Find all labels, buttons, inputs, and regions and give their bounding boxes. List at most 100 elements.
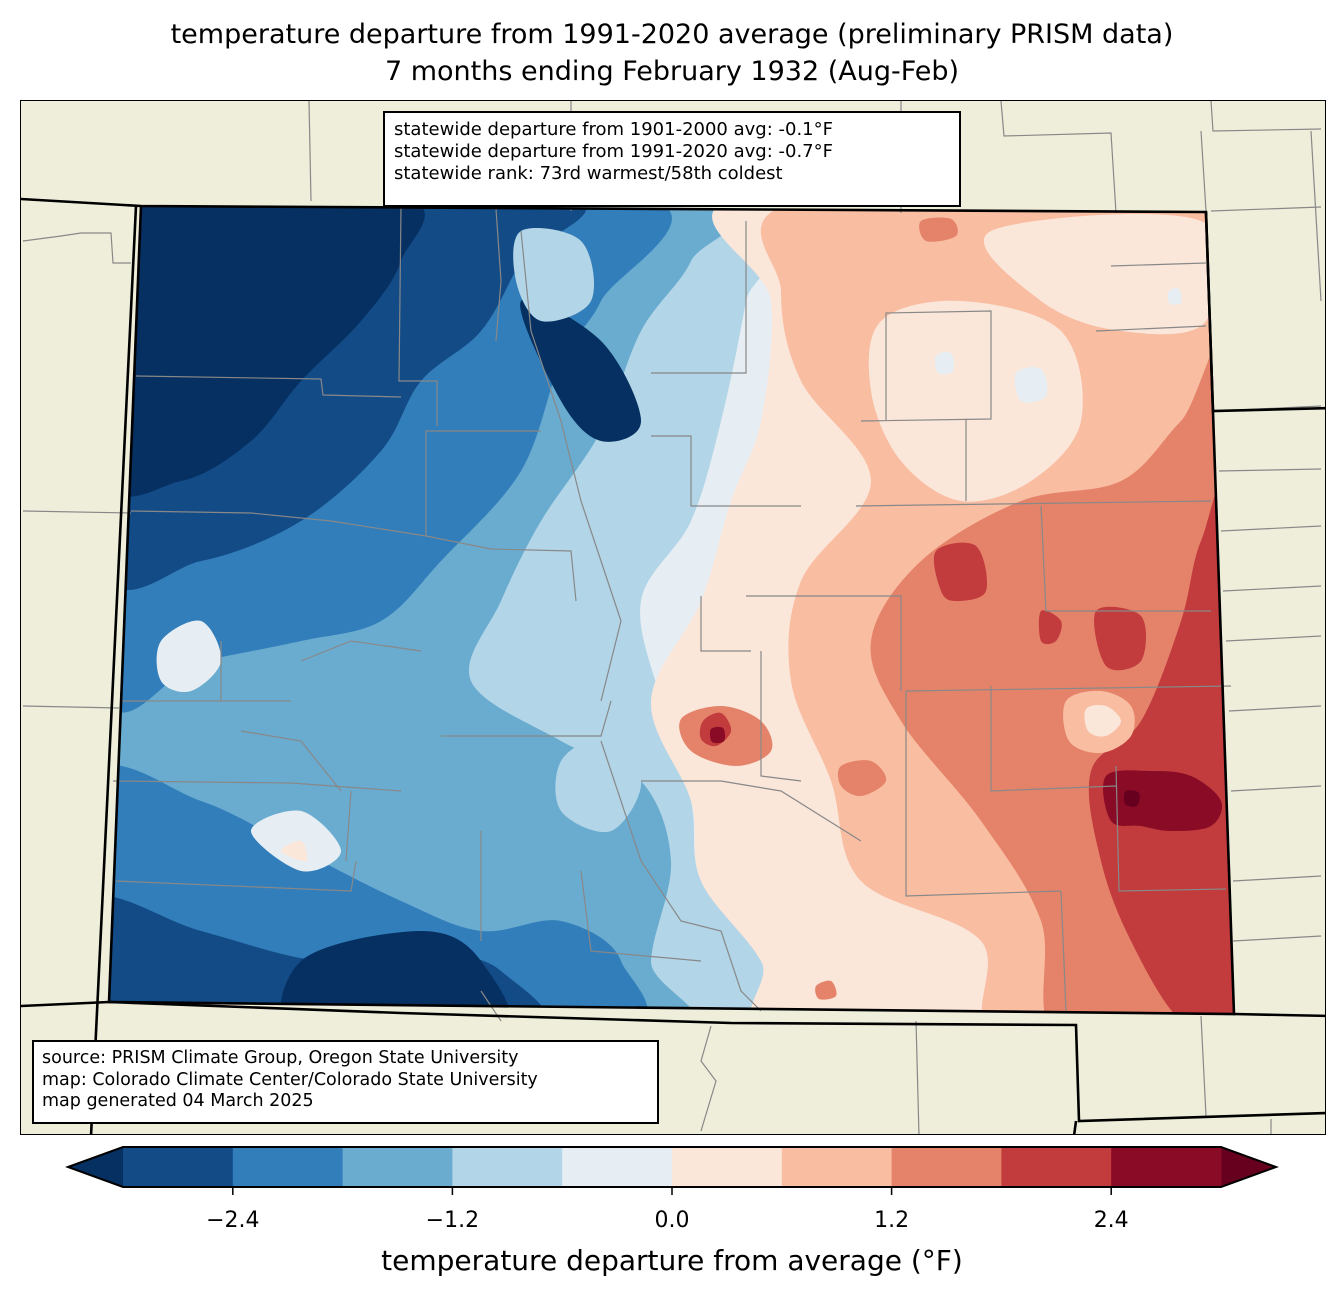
contour-region (815, 980, 837, 1000)
source-line: source: PRISM Climate Group, Oregon Stat… (42, 1048, 519, 1068)
contour-region (933, 542, 988, 601)
county-line (425, 535, 577, 602)
contour-region (280, 840, 308, 862)
map-credit-line: map: Colorado Climate Center/Colorado St… (42, 1069, 538, 1090)
stat-departure-1901-2000: statewide departure from 1901-2000 avg: … (394, 119, 833, 140)
colorbar-over-arrow (1221, 1147, 1276, 1187)
county-line (1225, 635, 1322, 642)
map-panel (20, 100, 1326, 1135)
county-line (700, 596, 751, 652)
county-line (300, 640, 422, 662)
county-line (1210, 206, 1322, 212)
colorbar-bin (562, 1147, 673, 1187)
contour-region (934, 351, 955, 375)
colorbar-bin (672, 1147, 783, 1187)
county-line (520, 230, 622, 702)
county-line (441, 700, 612, 737)
county-line (1218, 468, 1322, 472)
state-line (1233, 1012, 1325, 1018)
county-line (700, 1025, 717, 1132)
county-line (22, 510, 132, 514)
state-boundaries (21, 197, 1325, 1134)
map-title-line2: 7 months ending February 1932 (Aug-Feb) (384, 56, 960, 87)
colorbar-under-arrow (68, 1147, 123, 1187)
contour-fills (109, 206, 1234, 1014)
colorbar-bin (1111, 1147, 1222, 1187)
contour-region (837, 760, 887, 797)
county-line (1232, 935, 1322, 942)
county-line (760, 651, 802, 782)
colorbar-bin (232, 1147, 344, 1187)
county-line (651, 221, 747, 374)
contour-region (1167, 288, 1182, 305)
contour-region (1088, 451, 1234, 1014)
contour-region (1084, 704, 1121, 737)
county-line (240, 730, 342, 792)
colorbar (65, 1146, 1279, 1195)
contour-region (1103, 770, 1223, 831)
county-line (1200, 130, 1207, 212)
colorbar-tick-label: 0.0 (654, 1208, 690, 1233)
generated-date-line: map generated 04 March 2025 (42, 1091, 314, 1111)
county-line (112, 780, 402, 792)
colorbar-tick-label: 2.4 (1093, 1208, 1129, 1233)
county-line (130, 430, 541, 537)
statewide-stats-box: statewide departure from 1901-2000 avg: … (383, 111, 961, 207)
colorado-temperature-map (21, 101, 1325, 1134)
contour-region (1094, 606, 1147, 671)
county-line (1222, 585, 1322, 592)
county-line (495, 208, 502, 342)
colorbar-bin (452, 1147, 563, 1187)
state-line (108, 1000, 1325, 1123)
county-line (580, 870, 702, 962)
colorbar-bin (342, 1147, 453, 1187)
contour-region (983, 213, 1223, 335)
stat-rank: statewide rank: 73rd warmest/58th coldes… (394, 163, 783, 184)
colorbar-bin (1001, 1147, 1112, 1187)
county-line (22, 232, 131, 264)
county-line (1228, 705, 1322, 712)
county-line (398, 205, 438, 426)
colorbar-label: temperature departure from average (°F) (381, 1244, 963, 1277)
county-line (855, 500, 1212, 507)
county-line (651, 435, 801, 507)
state-line (1204, 211, 1325, 413)
source-box: source: PRISM Climate Group, Oregon Stat… (32, 1040, 659, 1124)
county-line (915, 1020, 920, 1134)
colorbar-bin (123, 1147, 234, 1187)
county-boundaries (22, 101, 1322, 1134)
colorbar-tick-label: −1.2 (425, 1208, 480, 1233)
contour-region (280, 931, 513, 1014)
county-line (1220, 525, 1322, 532)
county-line (308, 101, 312, 202)
contour-region (555, 740, 642, 833)
county-line (1210, 101, 1322, 132)
county-line (1200, 1015, 1207, 1117)
contour-region (251, 810, 341, 872)
county-line (1115, 765, 1227, 892)
county-line (1110, 262, 1207, 267)
colorbar-tick-label: 1.2 (874, 1208, 910, 1233)
state-line (1072, 1120, 1078, 1134)
contour-region (1014, 367, 1048, 403)
contour-region (1123, 790, 1140, 807)
county-line (1040, 505, 1211, 612)
map-title-line1: temperature departure from 1991-2020 ave… (170, 19, 1174, 50)
contour-region (868, 300, 1083, 502)
stat-departure-1991-2020: statewide departure from 1991-2020 avg: … (394, 141, 833, 162)
state-line (89, 205, 138, 1134)
contour-region (109, 206, 425, 497)
colorbar-outline (65, 1146, 1279, 1188)
contour-region (513, 227, 595, 322)
contour-region (709, 726, 726, 744)
county-line (135, 375, 402, 398)
county-line (345, 790, 352, 862)
county-line (860, 310, 992, 422)
county-line (990, 686, 1117, 792)
contour-region (919, 217, 958, 242)
contour-region (1038, 610, 1062, 645)
state-line (107, 205, 143, 1003)
colorbar-bin (891, 1147, 1002, 1187)
county-line (1060, 890, 1067, 1012)
state-line (21, 197, 1236, 1016)
